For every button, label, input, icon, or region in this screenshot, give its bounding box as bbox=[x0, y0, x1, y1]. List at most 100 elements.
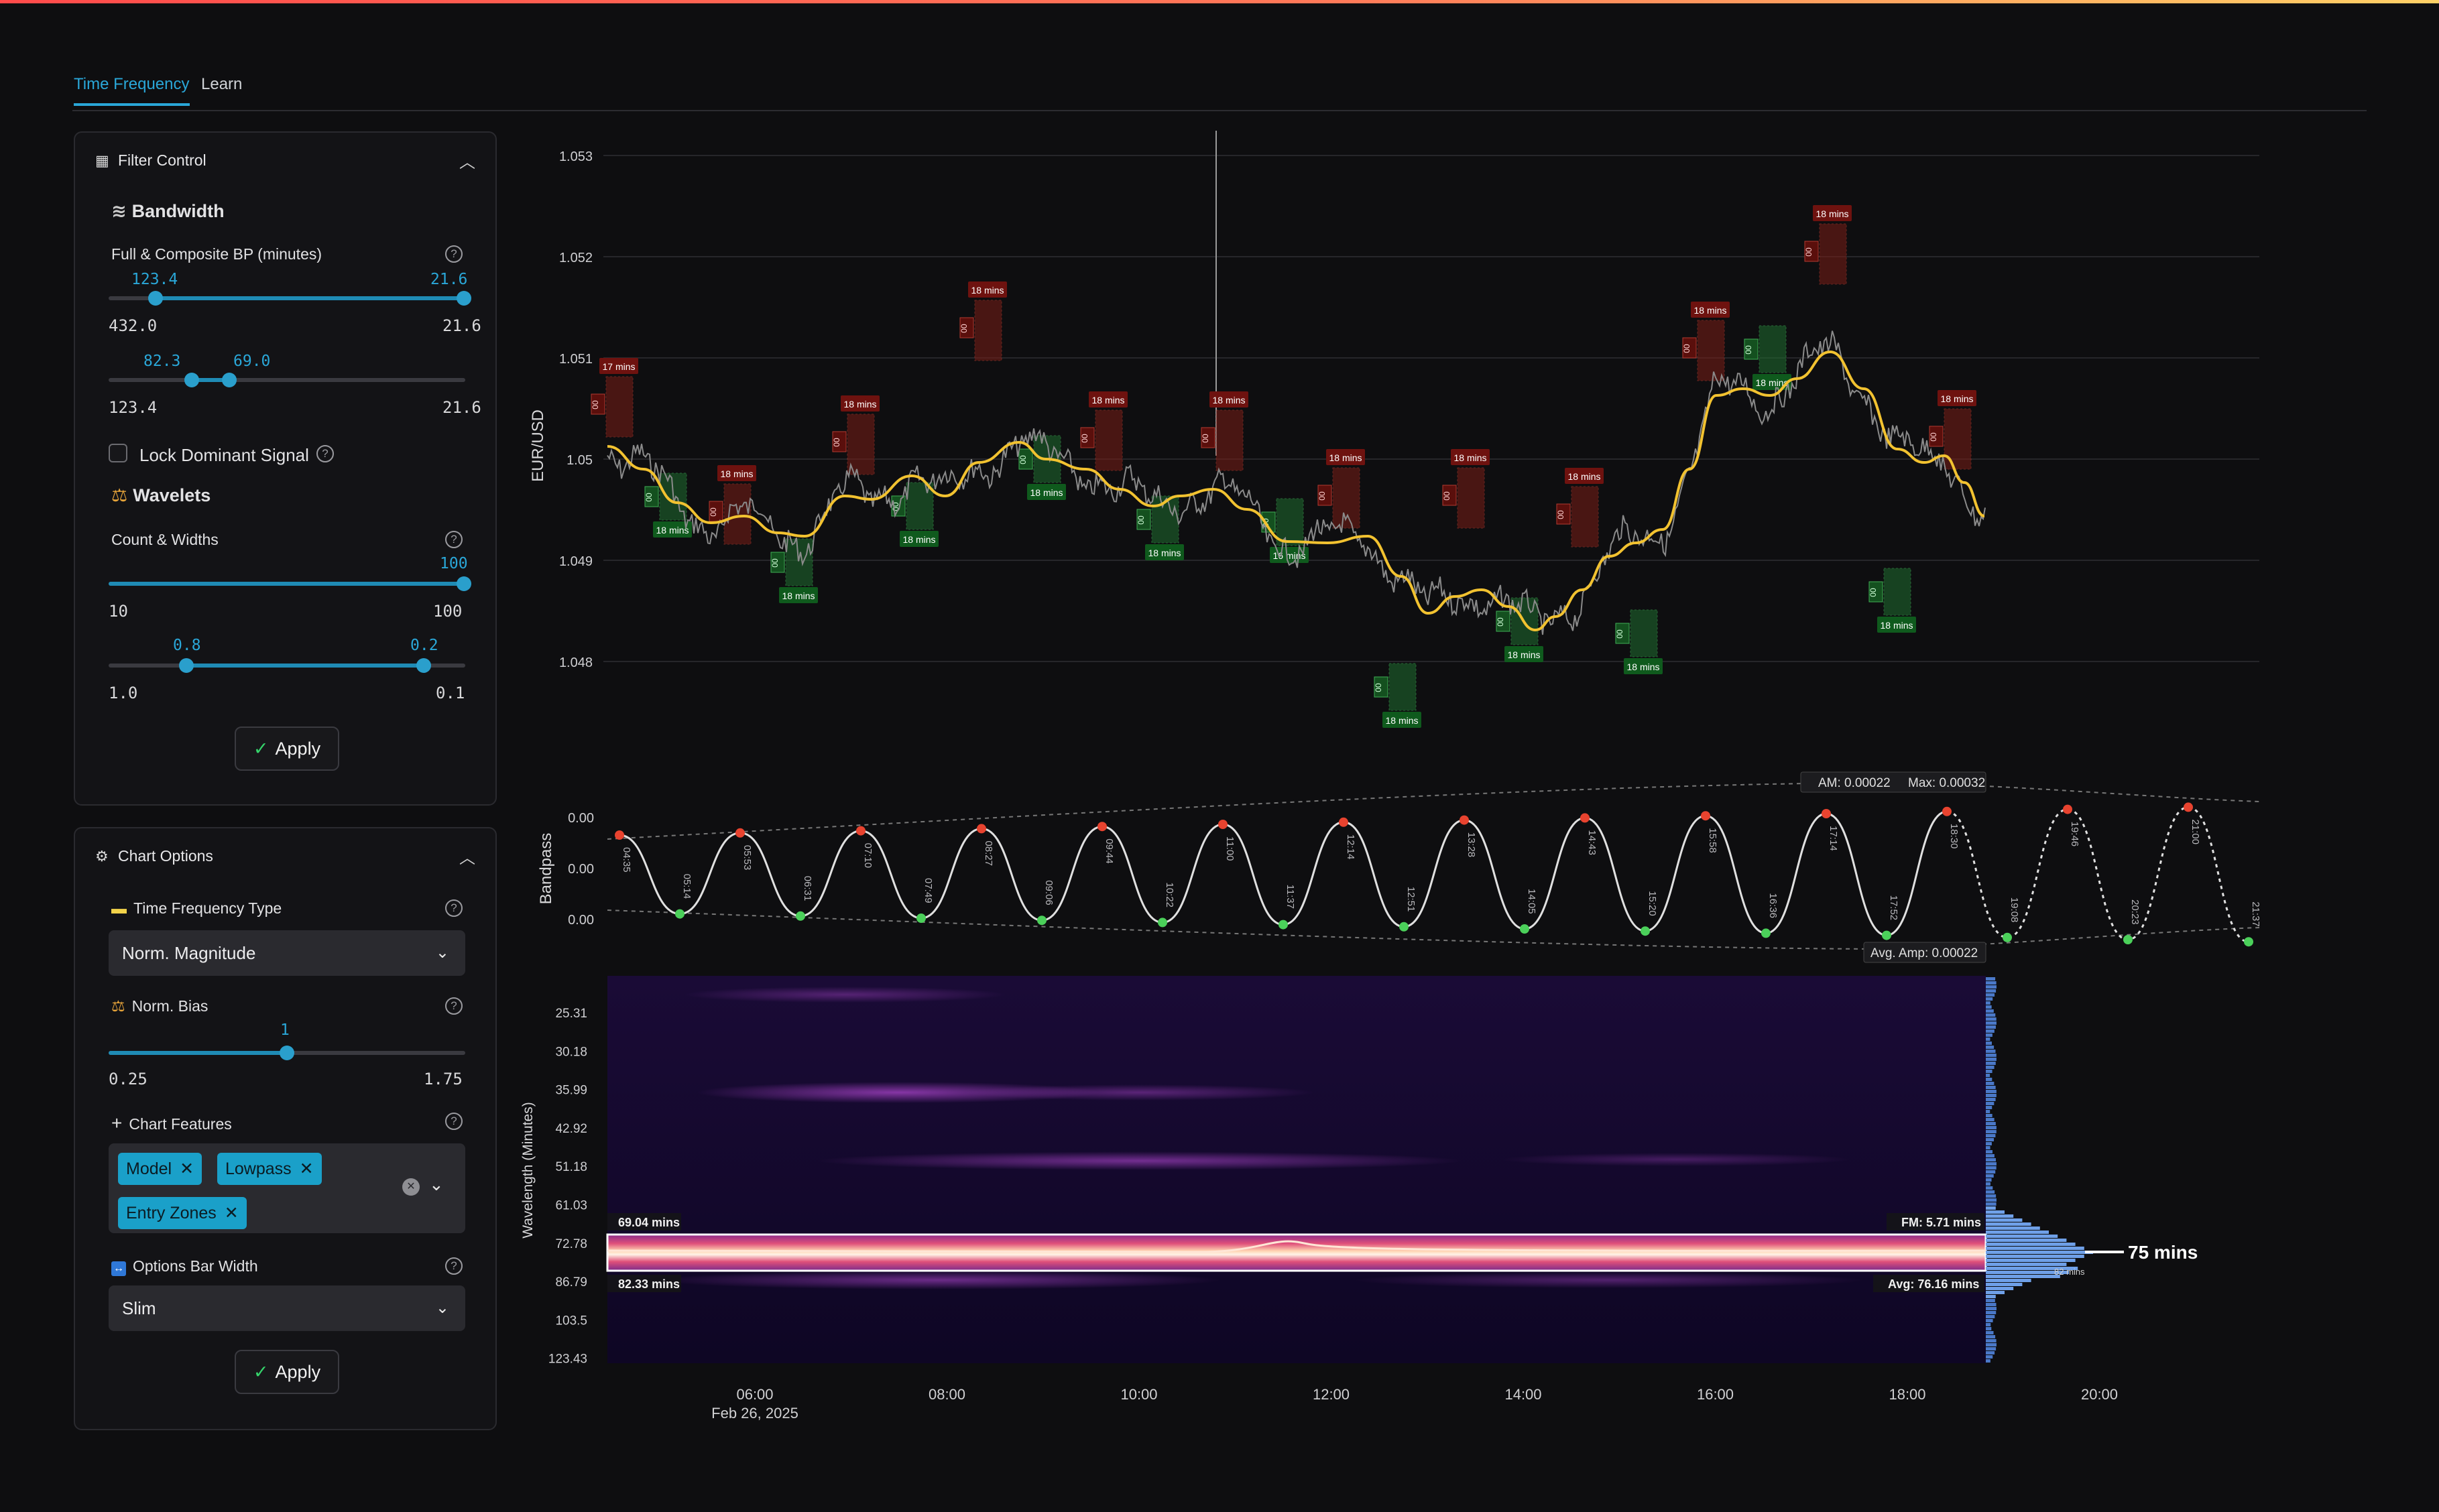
histogram-bar bbox=[1986, 1299, 1995, 1302]
tab-time-frequency[interactable]: Time Frequency bbox=[74, 75, 190, 106]
histogram-bar bbox=[1986, 1319, 1993, 1322]
histogram-bar bbox=[1986, 1146, 1990, 1149]
histogram-bar bbox=[1986, 1005, 1992, 1009]
chevron-up-icon[interactable]: ︿ bbox=[459, 153, 475, 172]
slider4-low-thumb[interactable] bbox=[179, 658, 194, 673]
help-icon[interactable]: ? bbox=[445, 531, 463, 548]
peak-point bbox=[2063, 804, 2072, 814]
help-icon[interactable]: ? bbox=[445, 997, 463, 1015]
help-icon[interactable]: ? bbox=[445, 1113, 463, 1130]
feature-chip-lowpass[interactable]: Lowpass ✕ bbox=[217, 1153, 322, 1185]
slider4-high-thumb[interactable] bbox=[416, 658, 431, 673]
zone-duration-label: 18 mins bbox=[782, 590, 815, 601]
histogram-bar bbox=[1986, 1287, 2014, 1290]
peak-point bbox=[856, 826, 866, 836]
zone-glyph: 00 bbox=[1929, 432, 1938, 442]
clear-all-icon[interactable]: ✕ bbox=[402, 1178, 420, 1196]
zone-badge bbox=[653, 521, 692, 538]
slider1-low-thumb[interactable] bbox=[148, 291, 163, 306]
tab-learn[interactable]: Learn bbox=[201, 75, 243, 93]
help-icon[interactable]: ? bbox=[316, 445, 334, 462]
peak-point bbox=[1218, 820, 1228, 829]
zone-badge bbox=[1752, 374, 1791, 390]
zone-body bbox=[847, 414, 875, 475]
chevron-up-icon[interactable]: ︿ bbox=[459, 849, 475, 867]
bar-width-select[interactable]: Slim ⌄ bbox=[109, 1285, 465, 1331]
chevron-down-icon[interactable]: ⌄ bbox=[429, 1174, 444, 1194]
zone-marker bbox=[644, 486, 659, 507]
feature-chip-model[interactable]: Model ✕ bbox=[118, 1153, 202, 1185]
slider1-max: 21.6 bbox=[442, 316, 481, 335]
histogram-bar bbox=[1986, 1013, 1996, 1017]
dominant-band bbox=[607, 1235, 1986, 1271]
zone-marker bbox=[1080, 427, 1095, 448]
tf-type-label: ▬ Time Frequency Type bbox=[111, 899, 282, 917]
y-tick-label: 1.049 bbox=[559, 554, 593, 569]
histogram-bar bbox=[1986, 1202, 1997, 1206]
turning-time-label: 11:00 bbox=[1224, 836, 1236, 861]
bear-entry-zone: 18 mins 00 bbox=[832, 395, 880, 475]
zone-body bbox=[974, 300, 1002, 361]
x-tick-label: 20:00 bbox=[2081, 1386, 2118, 1403]
turning-time-label: 14:05 bbox=[1526, 889, 1537, 914]
price-chart[interactable]: 1.053 1.052 1.051 1.05 1.049 1.048 EUR/USD 17… bbox=[529, 131, 2259, 728]
lock-dominant-checkbox[interactable] bbox=[109, 444, 127, 462]
slider2-low-thumb[interactable] bbox=[184, 373, 199, 387]
help-icon[interactable]: ? bbox=[445, 899, 463, 917]
histogram-bar bbox=[1986, 1347, 1997, 1350]
norm-bias-thumb[interactable] bbox=[280, 1046, 294, 1060]
filter-apply-button[interactable]: ✓ Apply bbox=[235, 727, 339, 771]
chart-features-multiselect[interactable]: Model ✕ Lowpass ✕ Entry Zones ✕ ✕ ⌄ bbox=[109, 1143, 465, 1233]
fm-label: FM: 5.71 mins bbox=[1901, 1216, 1981, 1229]
check-icon: ✓ bbox=[253, 1362, 269, 1382]
histogram-bar bbox=[1986, 1275, 2060, 1278]
zone-badge bbox=[1326, 449, 1365, 465]
zone-body bbox=[1883, 568, 1911, 616]
slider1-high-thumb[interactable] bbox=[457, 291, 471, 306]
energy-blob bbox=[1502, 1153, 1850, 1166]
histogram-bar bbox=[1986, 1307, 1997, 1310]
trough-point bbox=[796, 911, 805, 921]
histogram-bar bbox=[1986, 1050, 1996, 1053]
lock-dominant-label[interactable]: Lock Dominant Signal bbox=[139, 445, 309, 465]
peak-point bbox=[735, 828, 745, 838]
close-icon[interactable]: ✕ bbox=[180, 1159, 194, 1178]
close-icon[interactable]: ✕ bbox=[224, 1204, 239, 1222]
close-icon[interactable]: ✕ bbox=[299, 1159, 314, 1178]
trough-point bbox=[916, 914, 926, 923]
tf-type-select[interactable]: Norm. Magnitude ⌄ bbox=[109, 930, 465, 976]
histogram-bar bbox=[1986, 1106, 1992, 1109]
y-tick-label: 25.31 bbox=[555, 1007, 587, 1021]
top-accent-bar bbox=[0, 0, 2439, 3]
chart-options-header[interactable]: ⚙ Chart Options bbox=[95, 847, 213, 865]
slider2-high-thumb[interactable] bbox=[222, 373, 237, 387]
filter-control-header[interactable]: ▦ Filter Control bbox=[95, 151, 206, 169]
chart-apply-button[interactable]: ✓ Apply bbox=[235, 1350, 339, 1394]
peak-point bbox=[1460, 815, 1469, 825]
histogram-bar bbox=[1986, 1150, 1992, 1153]
slider3-thumb[interactable] bbox=[457, 576, 471, 591]
trough-point bbox=[1520, 924, 1529, 934]
zone-body bbox=[605, 376, 634, 438]
histogram-bar bbox=[1986, 1267, 2078, 1270]
bear-entry-zone: 18 mins 00 bbox=[1317, 449, 1365, 529]
help-icon[interactable]: ? bbox=[445, 245, 463, 263]
zone-duration-label: 18 mins bbox=[1148, 548, 1181, 558]
zone-duration-label: 18 mins bbox=[1880, 620, 1913, 631]
count-widths-label: Count & Widths bbox=[111, 531, 219, 548]
zone-glyph: 00 bbox=[644, 493, 654, 502]
tab-bar: Time Frequency Learn bbox=[72, 72, 2367, 111]
zone-glyph: 00 bbox=[1374, 683, 1383, 692]
x-tick-label: 14:00 bbox=[1504, 1386, 1541, 1403]
histogram-bar bbox=[1986, 1037, 1990, 1041]
bandpass-chart[interactable]: 0.00 0.00 0.00 Bandpass 04:35 05:14 05:53 06:… bbox=[537, 771, 2261, 963]
y-tick-label: 0.00 bbox=[568, 811, 594, 826]
slider2-track[interactable] bbox=[109, 378, 465, 382]
energy-blob bbox=[1354, 1272, 1864, 1288]
time-frequency-chart[interactable]: 1.053 1.052 1.051 1.05 1.049 1.048 EUR/USD 17… bbox=[510, 121, 2279, 1434]
spectrogram-chart[interactable]: 25.31 30.18 35.99 42.92 51.18 61.03 72.78 86.79… bbox=[520, 976, 2198, 1367]
turning-time-label: 20:23 bbox=[2129, 899, 2141, 925]
feature-chip-entry-zones[interactable]: Entry Zones ✕ bbox=[118, 1197, 247, 1229]
spectrogram-y-label: Wavelength (Minutes) bbox=[520, 1102, 536, 1238]
help-icon[interactable]: ? bbox=[445, 1257, 463, 1275]
